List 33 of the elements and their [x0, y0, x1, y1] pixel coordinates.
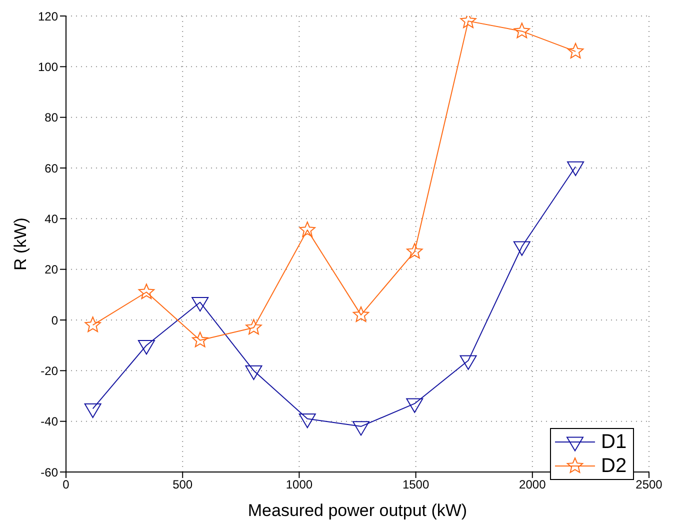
- y-tick-label: 100: [38, 60, 58, 74]
- point: [406, 398, 424, 413]
- y-axis-title: R (kW): [11, 218, 30, 270]
- point: [514, 22, 530, 38]
- point: [245, 365, 262, 380]
- y-tick-label: 80: [44, 110, 58, 125]
- x-tick-label: 2500: [636, 478, 663, 492]
- y-tick-label: 0: [51, 313, 58, 328]
- y-tick-label: 20: [44, 262, 58, 277]
- legend-label: D2: [601, 454, 627, 478]
- x-tick-label: 500: [172, 478, 193, 492]
- y-tick-label: 40: [44, 212, 58, 226]
- x-axis-title: Measured power output (kW): [248, 501, 468, 520]
- point: [460, 355, 477, 370]
- y-tick-label: -20: [40, 364, 58, 378]
- x-tick-label: 1500: [402, 478, 430, 492]
- legend-label: D1: [601, 430, 627, 454]
- point: [567, 42, 584, 58]
- point: [192, 296, 209, 312]
- x-tick-label: 0: [62, 478, 70, 492]
- point: [298, 414, 316, 428]
- y-tick-label: 120: [38, 9, 58, 24]
- x-tick-label: 1000: [286, 478, 313, 492]
- x-tick-label: 2000: [519, 478, 546, 492]
- y-tick-label: -60: [40, 465, 58, 480]
- point: [84, 403, 102, 418]
- point: [299, 222, 316, 238]
- point: [138, 340, 155, 355]
- y-tick-label: -40: [40, 414, 58, 429]
- y-tick-label: 60: [44, 161, 58, 176]
- point: [406, 243, 423, 259]
- point: [513, 241, 530, 256]
- point: [352, 421, 370, 436]
